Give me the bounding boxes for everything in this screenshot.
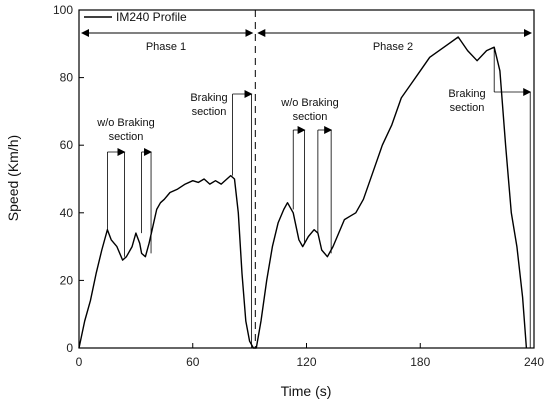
x-tick-label-180: 180: [410, 355, 430, 369]
wo-braking-label-2-line2: section: [293, 111, 328, 123]
series-group: [78, 36, 528, 349]
plot-frame: [78, 9, 535, 349]
x-tick-label-240: 240: [524, 355, 544, 369]
annotations: [81, 10, 532, 348]
y-axis-label: Speed (Km/h): [5, 135, 21, 221]
wo-braking-label-1-line2: section: [109, 131, 144, 143]
phase-1-label: Phase 1: [146, 41, 186, 53]
x-axis-label: Time (s): [281, 383, 332, 399]
phase-2-label: Phase 2: [373, 41, 413, 53]
braking-label-1-line2: section: [192, 106, 227, 118]
wo-braking-label-2-line1: w/o Braking: [280, 97, 338, 109]
y-tick-label-20: 20: [60, 273, 74, 287]
axis-ticks: 0 60 120 180 240 0 20 40 60 80 100: [53, 3, 544, 369]
annotation-labels: Phase 1 Phase 2 w/o Braking section w/o …: [96, 41, 485, 143]
y-tick-label-0: 0: [66, 341, 73, 355]
x-tick-label-60: 60: [186, 355, 200, 369]
braking-label-2-line2: section: [450, 102, 485, 114]
series-line-0: [78, 36, 528, 349]
legend: IM240 Profile: [84, 10, 187, 24]
plot-border: [78, 9, 535, 349]
wo-braking-label-1-line1: w/o Braking: [96, 117, 154, 129]
braking-label-1-line1: Braking: [190, 92, 227, 104]
y-tick-label-40: 40: [60, 206, 74, 220]
x-tick-label-0: 0: [76, 355, 83, 369]
braking-label-2-line1: Braking: [448, 88, 485, 100]
x-tick-label-120: 120: [296, 355, 316, 369]
y-tick-label-80: 80: [60, 71, 74, 85]
y-tick-label-100: 100: [53, 3, 73, 17]
y-tick-label-60: 60: [60, 138, 74, 152]
legend-entry: IM240 Profile: [116, 10, 187, 24]
